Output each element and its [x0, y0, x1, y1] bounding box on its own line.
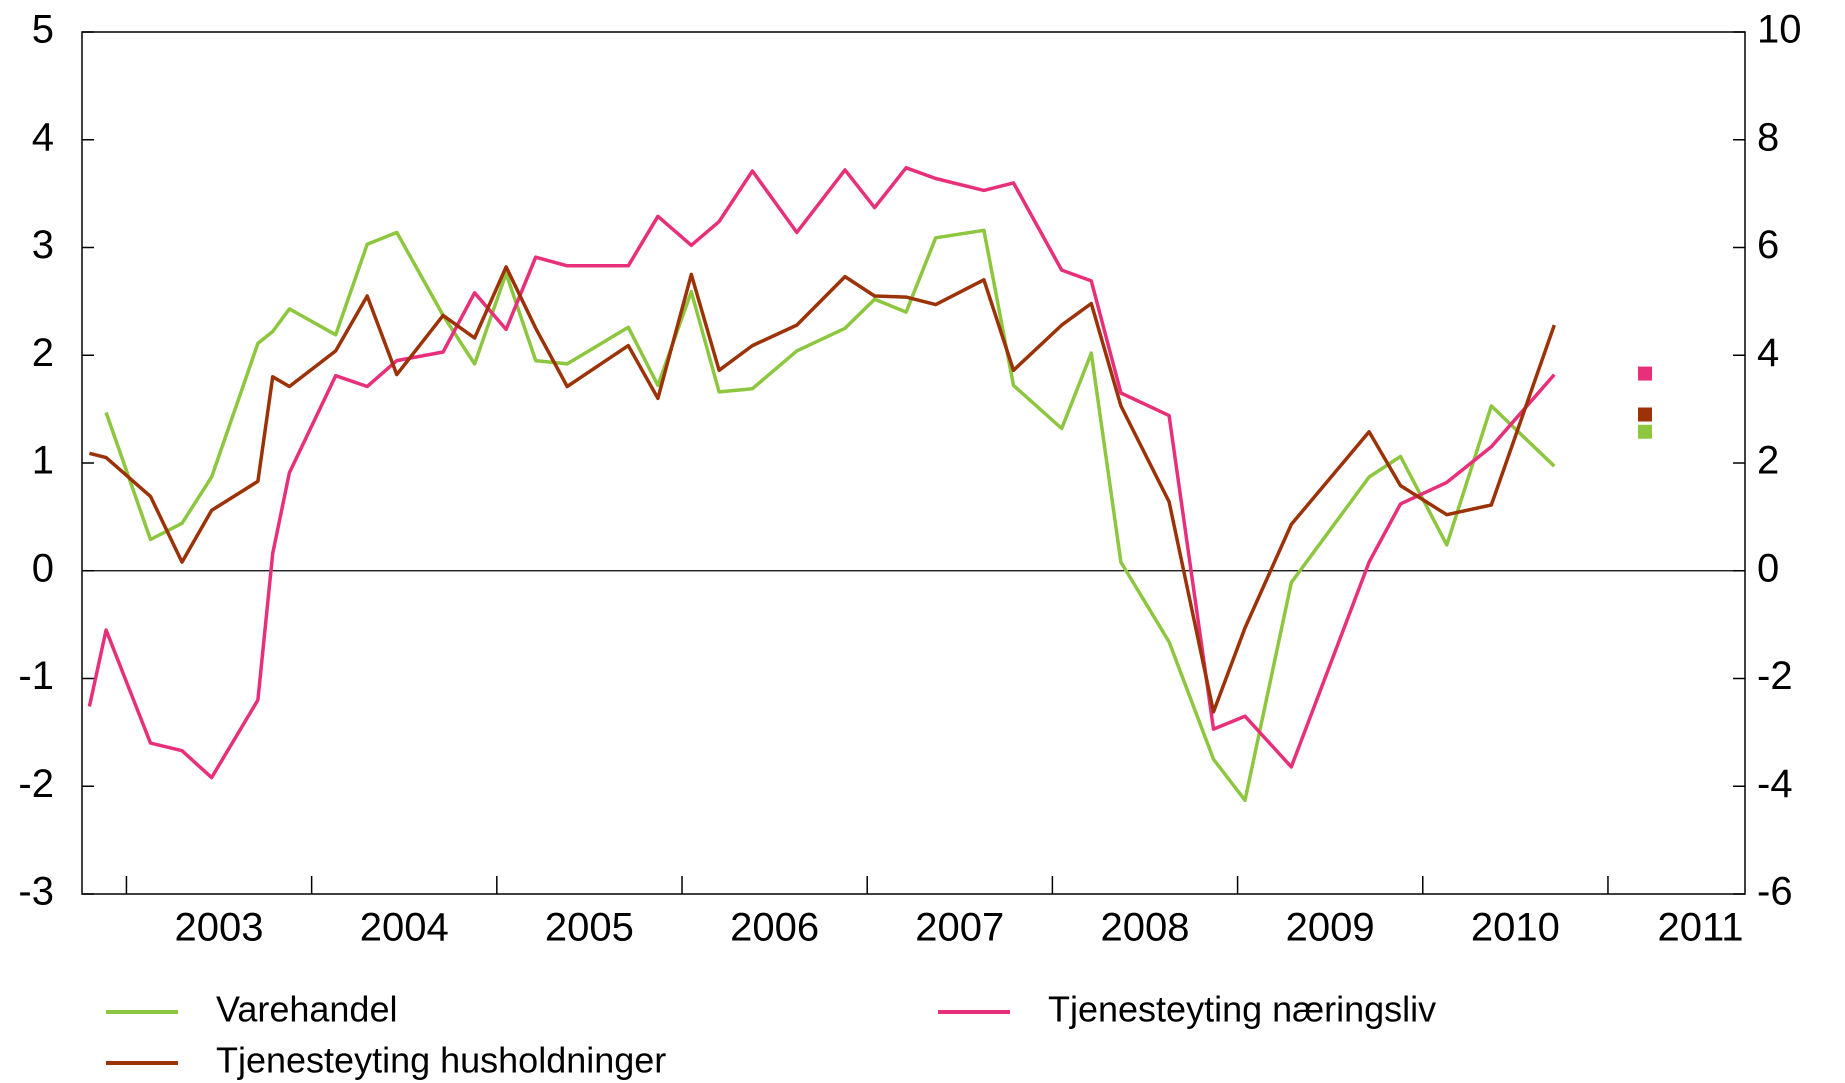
y2-tick-label: -6 [1757, 870, 1793, 914]
plot-frame [81, 31, 1746, 895]
legend-label: Tjenesteyting næringsliv [1048, 989, 1436, 1030]
y-tick-label: -1 [18, 654, 54, 698]
series-marker [1637, 407, 1652, 422]
y-tick-label: 0 [32, 546, 54, 590]
x-tick-label: 2008 [1100, 906, 1189, 950]
x-tick-label: 2003 [175, 906, 264, 950]
x-tick-label: 2011 [1658, 906, 1744, 950]
y-tick-label: -2 [18, 762, 54, 806]
x-tick-label: 2010 [1471, 906, 1560, 950]
y-tick-label: 1 [32, 439, 54, 483]
y-tick-label: 5 [32, 8, 54, 52]
series-marker [1637, 424, 1652, 439]
x-tick-label: 2006 [730, 906, 819, 950]
y2-tick-label: 6 [1757, 223, 1779, 267]
series-line [104, 228, 1556, 803]
legend-label: Tjenesteyting husholdninger [216, 1040, 666, 1081]
y-tick-label: 2 [32, 331, 54, 375]
series-line [87, 166, 1556, 780]
y2-tick-label: -4 [1757, 762, 1793, 806]
x-tick-label: 2009 [1286, 906, 1375, 950]
x-tick-label: 2004 [360, 906, 449, 950]
x-tick-label: 2005 [545, 906, 634, 950]
legend-label: Varehandel [216, 989, 397, 1030]
y2-tick-label: 8 [1757, 115, 1779, 159]
y2-tick-label: 2 [1757, 439, 1779, 483]
y2-tick-label: 10 [1757, 8, 1802, 52]
y2-tick-label: 4 [1757, 331, 1779, 375]
series-line [88, 265, 1556, 714]
y-tick-label: 4 [32, 115, 54, 159]
x-tick-label: 2007 [915, 906, 1004, 950]
y-tick-label: 3 [32, 223, 54, 267]
y2-tick-label: -2 [1757, 654, 1793, 698]
series-marker [1637, 366, 1652, 381]
y-tick-label: -3 [18, 870, 54, 914]
y2-tick-label: 0 [1757, 546, 1779, 590]
